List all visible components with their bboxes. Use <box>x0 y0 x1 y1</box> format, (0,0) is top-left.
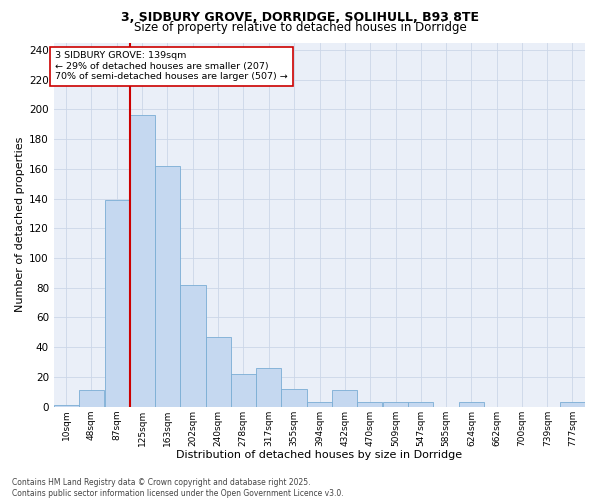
Bar <box>54 405 79 406</box>
Bar <box>358 402 382 406</box>
Bar <box>281 389 307 406</box>
Bar <box>79 390 104 406</box>
Text: 3 SIDBURY GROVE: 139sqm
← 29% of detached houses are smaller (207)
70% of semi-d: 3 SIDBURY GROVE: 139sqm ← 29% of detache… <box>55 52 288 81</box>
Text: Contains HM Land Registry data © Crown copyright and database right 2025.
Contai: Contains HM Land Registry data © Crown c… <box>12 478 344 498</box>
Bar <box>307 402 332 406</box>
Bar <box>256 368 281 406</box>
Bar <box>130 116 155 406</box>
Bar <box>181 285 206 406</box>
Text: Size of property relative to detached houses in Dorridge: Size of property relative to detached ho… <box>134 21 466 34</box>
Bar <box>383 402 408 406</box>
Bar <box>408 402 433 406</box>
Text: 3, SIDBURY GROVE, DORRIDGE, SOLIHULL, B93 8TE: 3, SIDBURY GROVE, DORRIDGE, SOLIHULL, B9… <box>121 11 479 24</box>
Bar <box>560 402 585 406</box>
Bar <box>206 337 230 406</box>
Bar <box>332 390 358 406</box>
Bar <box>104 200 130 406</box>
Bar <box>155 166 180 406</box>
Y-axis label: Number of detached properties: Number of detached properties <box>15 137 25 312</box>
X-axis label: Distribution of detached houses by size in Dorridge: Distribution of detached houses by size … <box>176 450 463 460</box>
Bar <box>230 374 256 406</box>
Bar <box>459 402 484 406</box>
